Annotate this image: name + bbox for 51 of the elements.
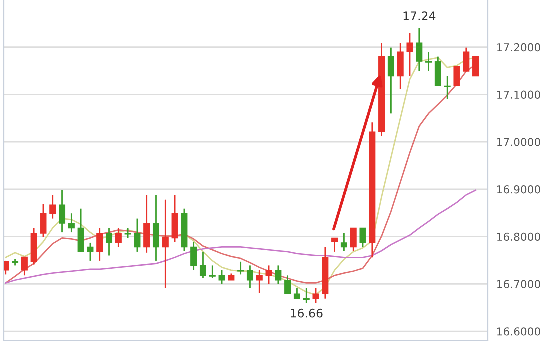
candlestick (388, 47, 394, 114)
y-tick-label: 16.8000 (498, 232, 540, 242)
candlestick (350, 228, 357, 252)
candlestick (200, 251, 206, 280)
y-tick-label: 17.1000 (498, 90, 540, 99)
candlestick (360, 228, 366, 248)
candlestick (406, 32, 414, 77)
candlestick (312, 288, 320, 304)
candlestick (106, 228, 113, 256)
candlestick (218, 270, 226, 285)
candlestick (50, 194, 56, 220)
candlestick (87, 242, 94, 262)
candlestick (96, 228, 104, 262)
y-tick-label: 16.7000 (498, 280, 540, 288)
y-tick-label: 17.2000 (498, 43, 540, 52)
candlestick (246, 265, 254, 290)
candlestick (426, 51, 432, 72)
candlestick (294, 288, 300, 300)
candlestick (4, 260, 10, 276)
candlestick (284, 274, 292, 295)
candlestick (463, 47, 470, 72)
candlestick (472, 56, 480, 77)
candlestick (256, 270, 263, 294)
candlestick (209, 265, 216, 280)
y-tick-label: 16.9000 (498, 186, 540, 194)
candlestick (266, 265, 272, 285)
candlestick (190, 241, 198, 272)
candlestick (454, 66, 460, 87)
y-tick-label: 17.0000 (498, 138, 540, 146)
candlestick (68, 212, 75, 234)
annotation: 17.24 (404, 12, 436, 20)
candlestick (134, 218, 141, 253)
candlestick (59, 190, 66, 234)
y-tick-label: 16.6000 (498, 328, 540, 336)
candlestick (144, 194, 150, 254)
candlestick (115, 228, 122, 248)
candlestick (40, 203, 47, 238)
candlestick (162, 199, 169, 290)
candlestick (124, 228, 132, 239)
candlestick (340, 232, 348, 252)
annotation: 16.66 (291, 308, 323, 318)
candlestick (444, 76, 451, 100)
candlestick (21, 256, 28, 276)
candlestick (416, 28, 423, 72)
line-series (5, 190, 476, 284)
candlestick (275, 265, 282, 285)
candlestick (332, 238, 338, 253)
candlestick (78, 208, 84, 253)
candlestick (303, 288, 310, 304)
candlestick (152, 194, 160, 262)
candlestick (238, 261, 244, 276)
